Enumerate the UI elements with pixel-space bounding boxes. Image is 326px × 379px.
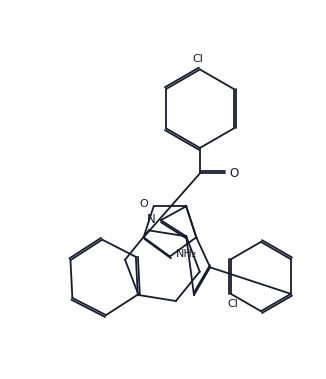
Text: O: O (139, 199, 148, 209)
Text: NH₂: NH₂ (175, 249, 197, 259)
Text: Cl: Cl (228, 299, 239, 309)
Text: Cl: Cl (192, 54, 203, 64)
Text: O: O (229, 167, 238, 180)
Text: N: N (146, 213, 155, 226)
